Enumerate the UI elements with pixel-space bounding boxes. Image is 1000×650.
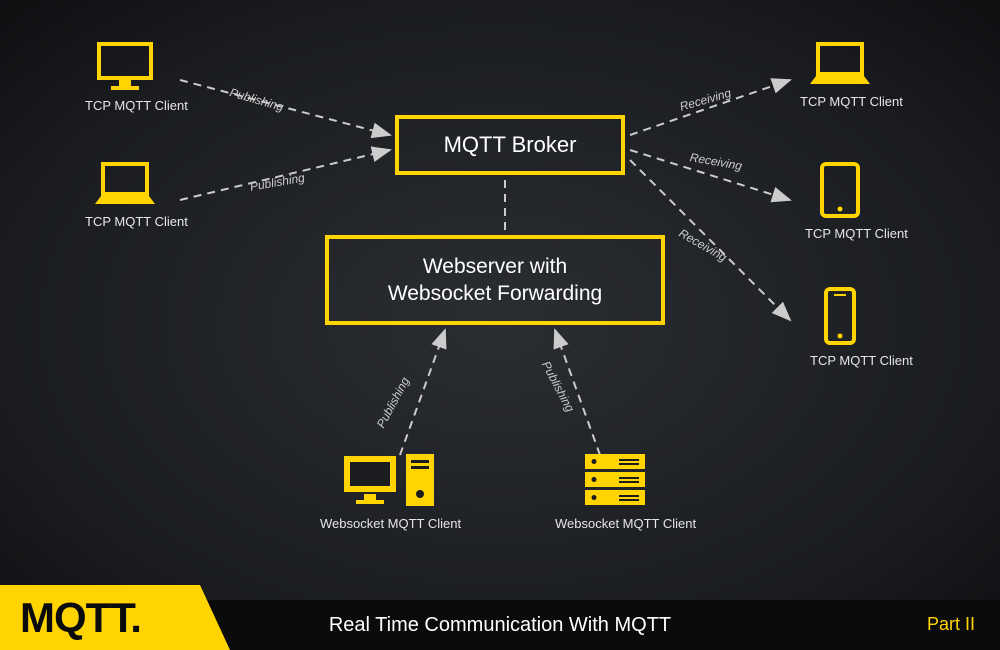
edge-label: Receiving bbox=[689, 150, 743, 173]
edge-label: Receiving bbox=[678, 86, 733, 114]
mqtt-broker-box: MQTT Broker bbox=[395, 115, 625, 175]
laptop-icon bbox=[91, 160, 159, 208]
footer-part: Part II bbox=[927, 614, 975, 635]
laptop-icon bbox=[806, 40, 874, 88]
edge-label: Publishing bbox=[228, 85, 285, 114]
footer-title: Real Time Communication With MQTT bbox=[329, 614, 671, 637]
client-ws2-label: Websocket MQTT Client bbox=[555, 516, 675, 531]
webserver-box: Webserver withWebsocket Forwarding bbox=[325, 235, 665, 325]
webserver-label: Webserver withWebsocket Forwarding bbox=[388, 253, 602, 308]
client-tcp1: TCP MQTT Client bbox=[85, 40, 165, 113]
footer-logo: MQTT. bbox=[0, 585, 230, 650]
mqtt-broker-label: MQTT Broker bbox=[444, 132, 577, 158]
client-tcp3: TCP MQTT Client bbox=[800, 40, 880, 109]
footer: Real Time Communication With MQTT MQTT. … bbox=[0, 585, 1000, 650]
edge-label: Publishing bbox=[249, 170, 306, 193]
client-tcp2: TCP MQTT Client bbox=[85, 160, 165, 229]
client-ws1-label: Websocket MQTT Client bbox=[320, 516, 460, 531]
client-tcp5-label: TCP MQTT Client bbox=[810, 353, 870, 368]
client-tcp4-label: TCP MQTT Client bbox=[805, 226, 875, 241]
client-tcp3-label: TCP MQTT Client bbox=[800, 94, 880, 109]
footer-logo-text: MQTT. bbox=[20, 594, 141, 642]
client-tcp4: TCP MQTT Client bbox=[805, 160, 875, 241]
phone-icon bbox=[820, 285, 860, 347]
client-ws2: Websocket MQTT Client bbox=[555, 450, 675, 531]
edge-label: Publishing bbox=[539, 359, 577, 414]
client-tcp2-label: TCP MQTT Client bbox=[85, 214, 165, 229]
client-ws1: Websocket MQTT Client bbox=[320, 450, 460, 531]
edge-label: Receiving bbox=[677, 226, 730, 264]
tablet-icon bbox=[816, 160, 864, 220]
edge-label: Publishing bbox=[374, 375, 412, 430]
client-tcp5: TCP MQTT Client bbox=[810, 285, 870, 368]
server-icon bbox=[579, 450, 651, 510]
client-tcp1-label: TCP MQTT Client bbox=[85, 98, 165, 113]
desktop-tower-icon bbox=[340, 450, 440, 510]
monitor-icon bbox=[93, 40, 157, 92]
